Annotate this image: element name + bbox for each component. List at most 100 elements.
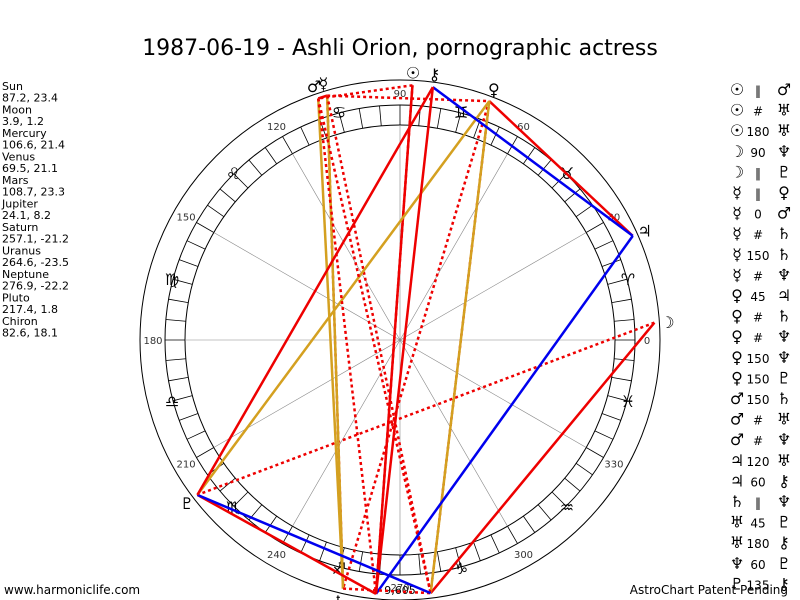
aspect-type: ‖: [755, 496, 761, 510]
ring-tick: [264, 147, 278, 165]
planet-name: Uranus: [2, 245, 41, 258]
aspect-from: ☿: [732, 204, 742, 223]
aspect-from: ♅: [730, 533, 744, 552]
ring-tick: [264, 515, 278, 533]
aspect-to: ♇: [777, 554, 791, 573]
aspect-to: ⚷: [778, 574, 790, 593]
ring-tick: [165, 358, 186, 361]
aspect-to: ♄: [777, 389, 791, 408]
ring-tick: [196, 447, 215, 458]
planet-name: Venus: [2, 151, 35, 164]
ring-tick: [186, 240, 206, 250]
aspect-to: ♅: [777, 101, 791, 120]
ring-tick: [575, 462, 593, 476]
ring-tick: [607, 278, 628, 285]
ring-tick: [186, 430, 206, 440]
aspect-line: [196, 100, 491, 496]
spoke: [399, 339, 587, 448]
zodiac-sign: ♒: [560, 498, 574, 517]
aspect-to: ♇: [777, 513, 791, 532]
aspect-line: [429, 101, 491, 594]
ring-tick: [282, 525, 293, 544]
aspect-type: 135: [747, 578, 770, 592]
aspect-from: ☉: [730, 121, 744, 140]
planet-glyph: ♀: [488, 80, 500, 99]
ring-tick: [172, 395, 193, 402]
ring-tick: [300, 126, 310, 146]
aspect-to: ♅: [777, 410, 791, 429]
aspect-to: ⚷: [778, 471, 790, 490]
ring-tick: [207, 204, 225, 218]
aspect-from: ♂: [730, 430, 744, 449]
aspect-type: 120: [747, 455, 770, 469]
degree-label: 60: [517, 122, 530, 133]
planet-glyph: ♆: [425, 597, 439, 600]
planet-coords: 82.6, 18.1: [2, 327, 58, 340]
zodiac-sign: ♎: [165, 392, 179, 411]
aspect-type: ‖: [755, 187, 761, 201]
aspect-from: ♃: [730, 471, 744, 490]
aspect-lines: [196, 84, 656, 595]
planet-name: Jupiter: [1, 198, 38, 211]
aspect-line: [374, 235, 634, 595]
degree-label: 90: [394, 89, 407, 100]
zodiac-sign: ♑: [454, 559, 468, 578]
ring-tick: [611, 298, 632, 304]
aspect-line: [196, 493, 377, 595]
aspect-type: #: [753, 311, 763, 325]
ring-tick: [179, 413, 199, 421]
chart-title: 1987-06-19 - Ashli Orion, pornographic a…: [142, 36, 658, 61]
ring-tick: [196, 222, 215, 233]
zodiac-sign: ♌: [226, 164, 240, 183]
spoke: [213, 339, 401, 448]
aspect-type: 150: [747, 352, 770, 366]
aspect-type: 60: [750, 558, 765, 572]
aspect-line: [374, 86, 435, 595]
ring-tick: [179, 259, 199, 267]
ring-tick: [248, 159, 263, 176]
ring-tick: [358, 108, 364, 129]
aspect-line: [196, 86, 434, 496]
planet-coords: 257.1, -21.2: [2, 233, 69, 246]
aspect-type: #: [753, 434, 763, 448]
spoke: [399, 339, 508, 527]
aspect-type: 60: [750, 475, 765, 489]
spoke: [213, 232, 401, 341]
planet-coords: 217.4, 1.8: [2, 303, 58, 316]
planet-name: Sun: [2, 80, 23, 93]
planet-name: Saturn: [2, 221, 38, 234]
aspect-to: ♅: [777, 451, 791, 470]
aspect-line: [341, 100, 491, 589]
ring-tick: [300, 534, 310, 554]
aspect-line: [374, 85, 414, 594]
aspect-from: ♄: [730, 492, 744, 511]
aspect-to: ♄: [777, 245, 791, 264]
aspect-type: 45: [750, 517, 765, 531]
aspect-line: [325, 95, 432, 594]
aspect-line: [317, 98, 378, 595]
aspect-to: ⚷: [778, 533, 790, 552]
aspect-from: ♂: [730, 389, 744, 408]
ring-tick: [507, 525, 518, 544]
ring-tick: [594, 430, 614, 440]
ring-tick: [168, 298, 189, 304]
degree-label: 0: [644, 336, 650, 347]
aspect-line: [317, 98, 432, 594]
aspect-type: 90: [750, 146, 765, 160]
ring-tick: [564, 477, 581, 492]
planet-glyph: ☉: [406, 63, 420, 82]
aspect-to: ♄: [777, 224, 791, 243]
ring-tick: [338, 112, 345, 133]
aspect-type: 180: [747, 125, 770, 139]
aspect-type: #: [753, 228, 763, 242]
aspect-to: ♆: [777, 265, 791, 284]
zodiac-sign: ♊: [454, 103, 468, 122]
aspect-type: 45: [750, 290, 765, 304]
ring-tick: [436, 108, 442, 129]
ring-tick: [379, 105, 382, 126]
ring-tick: [490, 534, 500, 554]
planet-glyph: ♂: [307, 77, 321, 96]
ring-tick: [455, 112, 462, 133]
aspect-from: ☿: [732, 265, 742, 284]
